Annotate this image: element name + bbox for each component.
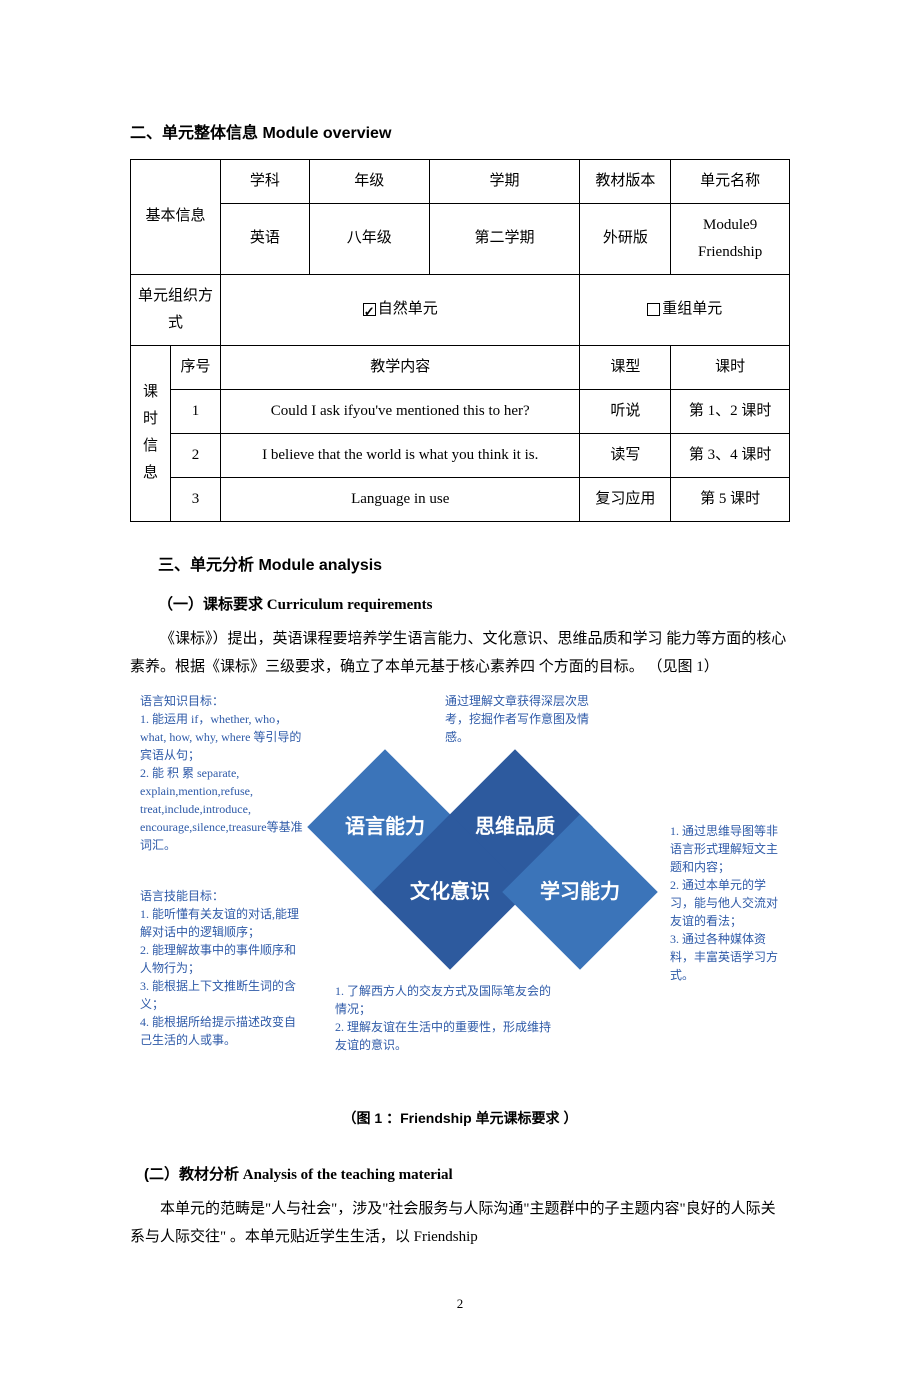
org-label: 单元组织方式 [131,274,221,345]
figure-caption: （图 1 ：Friendship 单元课标要求 ） [130,1106,790,1131]
seq-3: 3 [171,477,221,521]
org-row: 单元组织方式 自然单元 重组单元 [131,274,790,345]
content-3: Language in use [221,477,580,521]
diagram-text-left-bottom: 语言技能目标：1. 能听懂有关友谊的对话,能理解对话中的逻辑顺序；2. 能理解故… [140,887,305,1049]
checkbox-reorg-icon [647,303,660,316]
diagram-text-top-right: 通过理解文章获得深层次思考，挖掘作者写作意图及情感。 [445,692,600,746]
period-2: 第 3、4 课时 [671,433,790,477]
table-header-row: 基本信息 学科 年级 学期 教材版本 单元名称 [131,159,790,203]
section3-heading-cn: 三、单元分析 [158,557,254,574]
sub2-cn: (二）教材分析 [144,1166,239,1183]
curriculum-diagram: 语言知识目标：1. 能运用 if，whether, who，what, how,… [140,692,780,1092]
seq-2: 2 [171,433,221,477]
col-seq: 序号 [171,345,221,389]
value-unitname: Module9 Friendship [671,203,790,274]
header-textbook: 教材版本 [580,159,671,203]
org-reorg-cell: 重组单元 [580,274,790,345]
value-grade: 八年级 [309,203,429,274]
org-natural-label: 自然单元 [378,301,438,317]
type-2: 读写 [580,433,671,477]
col-content: 教学内容 [221,345,580,389]
value-subject: 英语 [221,203,310,274]
module-info-table: 基本信息 学科 年级 学期 教材版本 单元名称 英语 八年级 第二学期 外研版 … [130,159,790,522]
value-textbook: 外研版 [580,203,671,274]
value-semester: 第二学期 [429,203,580,274]
diagram-text-left-top: 语言知识目标：1. 能运用 if，whether, who，what, how,… [140,692,305,854]
header-subject: 学科 [221,159,310,203]
type-3: 复习应用 [580,477,671,521]
content-1: Could I ask ifyou've mentioned this to h… [221,389,580,433]
section2-heading-cn: 二、单元整体信息 [130,125,258,142]
section2-heading-en: Module overview [262,125,391,142]
lesson-header-row: 课时信息 序号 教学内容 课型 课时 [131,345,790,389]
unitname-line1: Module9 [677,212,783,239]
unitname-line2: Friendship [677,239,783,266]
diagram-text-bottom-center: 1. 了解西方人的交友方式及国际笔友会的情况；2. 理解友谊在生活中的重要性，形… [335,982,560,1054]
subsection1-heading: （一）课标要求 Curriculum requirements [158,591,790,619]
period-1: 第 1、2 课时 [671,389,790,433]
sub1-en: Curriculum requirements [267,597,433,613]
seq-1: 1 [171,389,221,433]
col-type: 课型 [580,345,671,389]
header-unitname: 单元名称 [671,159,790,203]
lesson-row-1: 1 Could I ask ifyou've mentioned this to… [131,389,790,433]
diamond-language-label: 语言能力 [345,809,425,845]
content-2: I believe that the world is what you thi… [221,433,580,477]
col-period: 课时 [671,345,790,389]
section2-heading: 二、单元整体信息 Module overview [130,120,790,149]
diamond-culture-label: 文化意识 [410,874,490,910]
page-number: 2 [130,1292,790,1315]
section3-heading: 三、单元分析 Module analysis [158,552,790,581]
diagram-text-right: 1. 通过思维导图等非语言形式理解短文主题和内容；2. 通过本单元的学习，能与他… [670,822,780,984]
table-value-row: 英语 八年级 第二学期 外研版 Module9 Friendship [131,203,790,274]
org-reorg-label: 重组单元 [662,301,722,317]
subsection2-heading: (二）教材分析 Analysis of the teaching materia… [144,1161,790,1189]
checkbox-natural-icon [363,303,376,316]
type-1: 听说 [580,389,671,433]
sub1-cn: （一）课标要求 [158,596,263,613]
diamond-thinking-label: 思维品质 [475,809,555,845]
lesson-row-2: 2 I believe that the world is what you t… [131,433,790,477]
sub2-en: Analysis of the teaching material [243,1167,453,1183]
header-semester: 学期 [429,159,580,203]
header-grade: 年级 [309,159,429,203]
lesson-row-3: 3 Language in use 复习应用 第 5 课时 [131,477,790,521]
lesson-info-label: 课时信息 [131,345,171,521]
section3-heading-en: Module analysis [258,557,382,574]
org-natural-cell: 自然单元 [221,274,580,345]
period-3: 第 5 课时 [671,477,790,521]
diamond-learning-label: 学习能力 [540,874,620,910]
para2: 本单元的范畴是"人与社会"，涉及"社会服务与人际沟通"主题群中的子主题内容"良好… [130,1195,790,1252]
para1: 《课标》）提出，英语课程要培养学生语言能力、文化意识、思维品质和学习 能力等方面… [130,625,790,682]
basic-info-label: 基本信息 [131,159,221,274]
